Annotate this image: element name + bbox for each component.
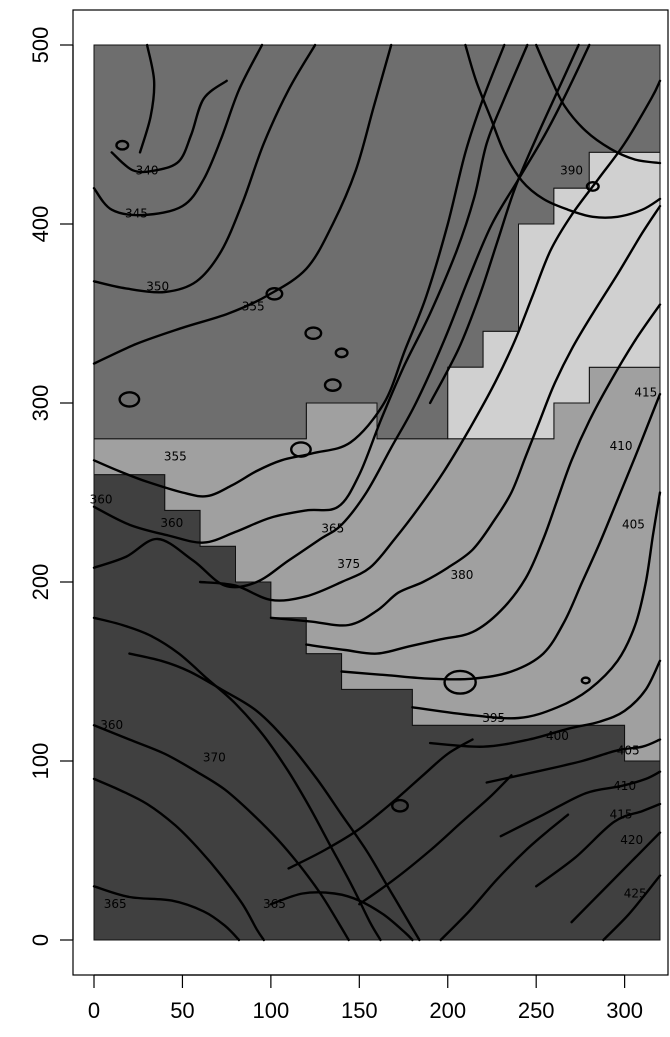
closed-contour xyxy=(304,326,323,341)
contour-label: 400 xyxy=(546,729,569,743)
closed-contour xyxy=(443,669,477,695)
contour-line-385 xyxy=(305,303,662,655)
contour-line-355 xyxy=(92,43,393,365)
contour-line-395 xyxy=(411,491,662,720)
contour-label: 380 xyxy=(450,568,473,582)
contour-label: 360 xyxy=(100,718,123,732)
zones-layer xyxy=(93,44,661,941)
x-tick-label: 250 xyxy=(518,998,555,1023)
contour-label: 360 xyxy=(160,516,183,530)
contour-label: 350 xyxy=(146,280,169,294)
contour-label: 365 xyxy=(104,897,127,911)
y-tick-label: 100 xyxy=(28,743,53,780)
closed-contour xyxy=(290,441,312,458)
closed-contour xyxy=(118,391,141,408)
closed-contour xyxy=(323,378,342,392)
contour-label: 415 xyxy=(610,808,633,822)
contour-label: 410 xyxy=(613,779,636,793)
contour-label: 355 xyxy=(164,450,187,464)
contour-line-380 xyxy=(269,204,662,627)
closed-contour xyxy=(334,347,349,359)
contour-line-415 xyxy=(535,802,662,888)
contour-line-410 xyxy=(499,770,662,838)
contour-label: 345 xyxy=(125,206,148,220)
y-tick-label: 400 xyxy=(28,206,53,243)
contour-line-400 xyxy=(428,659,662,748)
contour-line-370 xyxy=(428,43,580,405)
y-tick-label: 0 xyxy=(28,934,53,946)
contour-line-375 xyxy=(198,79,662,602)
y-axis: 0 100 200 300 400 500 xyxy=(28,27,74,946)
contour-labels-layer: 340 345 350 355 355 360 360 365 375 380 390 415 410 4… xyxy=(90,163,658,911)
contour-line-350 xyxy=(92,43,317,294)
contour-line-370 xyxy=(92,724,350,942)
x-axis: 0 50 100 150 200 250 300 xyxy=(88,974,643,1023)
contour-line-360 xyxy=(535,43,662,165)
y-tick-label: 300 xyxy=(28,385,53,422)
contour-label: 410 xyxy=(610,439,633,453)
contour-label: 365 xyxy=(321,521,344,535)
contour-line-395 xyxy=(439,813,570,942)
contour-label: 370 xyxy=(203,750,226,764)
contour-label: 360 xyxy=(90,493,113,507)
contour-layer xyxy=(92,43,662,942)
closed-contour xyxy=(115,139,130,151)
closed-contour xyxy=(580,676,591,685)
y-tick-label: 500 xyxy=(28,27,53,64)
contour-label: 375 xyxy=(337,557,360,571)
closed-contour xyxy=(265,286,284,301)
light-zone xyxy=(447,151,661,440)
contour-label: 355 xyxy=(242,299,265,313)
x-tick-label: 50 xyxy=(170,998,194,1023)
contour-line-345 xyxy=(92,43,264,217)
contour-line-360 xyxy=(92,777,265,942)
contour-line-340 xyxy=(110,79,228,174)
x-tick-label: 200 xyxy=(429,998,466,1023)
contour-label: 415 xyxy=(634,385,657,399)
contour-label: 425 xyxy=(624,886,647,900)
contour-line-365 xyxy=(92,885,241,942)
contour-label: 395 xyxy=(482,711,505,725)
contour-line-365 xyxy=(269,891,414,942)
contour-line-420 xyxy=(570,831,662,924)
contour-label: 390 xyxy=(560,163,583,177)
contour-line-390 xyxy=(340,392,662,681)
contour-line-365 xyxy=(92,616,382,942)
contour-label: 405 xyxy=(622,518,645,532)
contour-line-405 xyxy=(485,738,662,784)
contour-line-350 xyxy=(138,43,156,154)
contour-label: 365 xyxy=(263,897,286,911)
x-tick-label: 300 xyxy=(606,998,643,1023)
contour-line-425 xyxy=(602,874,662,942)
contour-label: 340 xyxy=(136,163,159,177)
contour-label: 420 xyxy=(620,833,643,847)
contour-line-365 xyxy=(92,43,529,544)
closed-contours-layer xyxy=(115,139,600,813)
contour-line-385 xyxy=(358,774,513,906)
closed-contour xyxy=(585,180,600,192)
x-tick-label: 0 xyxy=(88,998,100,1023)
x-tick-label: 100 xyxy=(253,998,290,1023)
x-tick-label: 150 xyxy=(341,998,378,1023)
contour-line-370 xyxy=(128,652,421,942)
contour-line-360 xyxy=(92,43,506,498)
y-tick-label: 200 xyxy=(28,564,53,601)
contour-line-355 xyxy=(464,43,662,219)
closed-contour xyxy=(391,798,409,813)
contour-label: 405 xyxy=(617,743,640,757)
